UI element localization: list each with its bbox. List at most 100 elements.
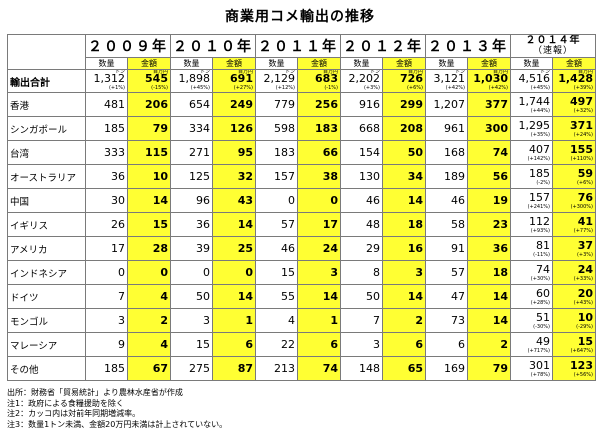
value-amount: 14 (407, 290, 423, 303)
value-cell: 2 (467, 332, 511, 357)
qty-value: 213 (274, 362, 295, 375)
qty-value: 668 (359, 122, 380, 135)
value-amount: 208 (400, 122, 423, 135)
year-header: ２０１１年 (255, 34, 341, 58)
qty-header: 数量 (170, 57, 213, 70)
qty-value: 51 (536, 311, 550, 324)
value-change: (+32%) (573, 108, 593, 114)
qty-cell: 46 (340, 188, 383, 213)
value-cell: 59 (+6%) (552, 164, 596, 189)
qty-value: 7 (118, 290, 125, 303)
value-amount: 14 (492, 314, 508, 327)
value-change: (+77%) (573, 228, 593, 234)
qty-value: 916 (359, 98, 380, 111)
value-amount: 2 (415, 314, 423, 327)
value-amount: 256 (315, 98, 338, 111)
qty-header: 数量 (85, 57, 128, 70)
qty-cell: 7 (340, 308, 383, 333)
qty-cell: 213 (255, 356, 298, 381)
value-cell: 41 (+77%) (552, 212, 596, 237)
value-amount: 183 (315, 122, 338, 135)
country-label: イギリス (7, 212, 86, 237)
year-header-2014-note: （速報） (532, 46, 573, 56)
qty-cell: 3 (340, 332, 383, 357)
qty-change: (+44%) (530, 108, 550, 114)
year-header-row: ２００９年 ２０１０年 ２０１１年 ２０１２年 ２０１３年 ２０１４年 （速報） (7, 34, 596, 70)
value-change: (+6%) (406, 84, 423, 91)
value-cell: 249 (212, 92, 256, 117)
value-cell: 300 (467, 116, 511, 141)
value-cell: 2 (382, 308, 426, 333)
value-amount: 691 (230, 71, 253, 85)
value-amount: 299 (400, 98, 423, 111)
qty-cell: 1,295 (+35%) (510, 116, 553, 141)
value-amount: 23 (492, 218, 508, 231)
table-row: マレーシア 9 4 15 6 22 6 3 6 6 2 49 (+717%) 15 (+647%) (7, 332, 596, 357)
value-unit: 百万円 (237, 69, 253, 76)
value-unit: 百万円 (322, 69, 338, 76)
qty-change: (+142%) (527, 156, 550, 162)
qty-cell: 81 (-11%) (510, 236, 553, 261)
qty-value: 407 (529, 143, 550, 156)
qty-value: 58 (451, 218, 465, 231)
qty-cell: 46 (255, 236, 298, 261)
qty-cell: 275 (170, 356, 213, 381)
value-amount: 0 (330, 194, 338, 207)
qty-cell: 112 (+93%) (510, 212, 553, 237)
qty-cell: 9 (85, 332, 128, 357)
qty-value: 57 (451, 266, 465, 279)
country-label: その他 (7, 356, 86, 381)
value-cell: 14 (212, 284, 256, 309)
qty-cell: 154 (340, 140, 383, 165)
value-cell: 百万円 1,428 (+39%) (552, 69, 596, 93)
qty-change: (+12%) (275, 84, 295, 91)
value-amount: 15 (577, 335, 593, 348)
qty-cell: 91 (425, 236, 468, 261)
value-cell: 79 (467, 356, 511, 381)
value-amount: 300 (485, 122, 508, 135)
qty-unit: トン (539, 69, 550, 76)
value-change: (+647%) (570, 348, 593, 354)
value-cell: 0 (212, 260, 256, 285)
qty-value: 185 (104, 122, 125, 135)
qty-cell: 50 (340, 284, 383, 309)
value-cell: 18 (382, 212, 426, 237)
qty-cell: 301 (+78%) (510, 356, 553, 381)
value-cell: 183 (297, 116, 341, 141)
qty-cell: 189 (425, 164, 468, 189)
value-cell: 0 (127, 260, 171, 285)
value-amount: 67 (152, 362, 168, 375)
value-amount: 74 (492, 146, 508, 159)
qty-value: 6 (458, 338, 465, 351)
qty-cell: 407 (+142%) (510, 140, 553, 165)
country-label: モンゴル (7, 308, 86, 333)
table-row: モンゴル 3 2 3 1 4 1 7 2 73 14 51 (-30%) 10 (-29%) (7, 308, 596, 333)
qty-cell: 3 (170, 308, 213, 333)
value-amount: 115 (145, 146, 168, 159)
qty-value: 481 (104, 98, 125, 111)
qty-value: 168 (444, 146, 465, 159)
value-cell: 10 (127, 164, 171, 189)
qty-value: 961 (444, 122, 465, 135)
qty-change: (-11%) (533, 252, 550, 258)
value-cell: 3 (382, 260, 426, 285)
qty-cell: 668 (340, 116, 383, 141)
country-label: ドイツ (7, 284, 86, 309)
value-cell: 28 (127, 236, 171, 261)
value-amount: 6 (415, 338, 423, 351)
qty-cell: 74 (+30%) (510, 260, 553, 285)
value-amount: 25 (237, 242, 253, 255)
value-amount: 249 (230, 98, 253, 111)
value-cell: 15 (+647%) (552, 332, 596, 357)
qty-header: 数量 (255, 57, 298, 70)
value-cell: 208 (382, 116, 426, 141)
table-row: 台湾 333 115 271 95 183 66 154 50 168 74 407 (+142%) 15… (7, 140, 596, 165)
qty-value: 29 (366, 242, 380, 255)
country-label: 中国 (7, 188, 86, 213)
qty-cell: 0 (85, 260, 128, 285)
value-cell: 87 (212, 356, 256, 381)
value-amount: 206 (145, 98, 168, 111)
value-amount: 19 (492, 194, 508, 207)
value-cell: 百万円 545 (-15%) (127, 69, 171, 93)
qty-change: (+241%) (527, 204, 550, 210)
